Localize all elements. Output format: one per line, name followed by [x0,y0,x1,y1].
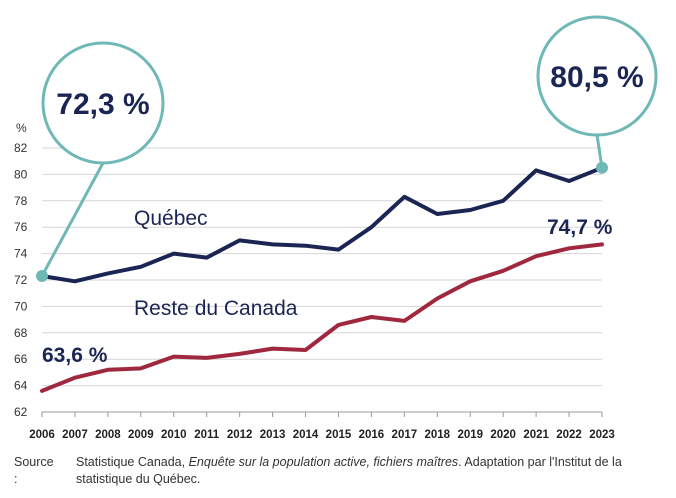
callouts: 72,3 % 80,5 % [36,15,658,283]
callout-label-start: 72,3 % [56,88,149,121]
x-axis-ticks: 2006 2007 2008 2009 2010 2011 2012 2013 2014 2015… [29,412,615,441]
callout-point-end [596,161,608,174]
y-tick-72: 72 [14,273,28,287]
callout-circle-start [41,41,165,165]
x-tick-2008: 2008 [95,429,121,441]
source-text-italic: Enquête sur la population active, fichie… [188,455,459,469]
callout-circle-end [536,15,658,137]
y-tick-74: 74 [14,247,28,261]
series-lines [40,165,604,393]
series-label-quebec: Québec [134,207,208,230]
y-tick-78: 78 [14,194,28,208]
data-label-rest-end: 74,7 % [547,216,613,239]
series-line-rest-canada [40,242,604,393]
x-tick-2017: 2017 [392,429,418,441]
data-label-rest-start: 63,6 % [42,344,108,367]
series-label-rest-canada: Reste du Canada [134,297,298,320]
x-tick-2007: 2007 [62,429,88,441]
x-tick-2013: 2013 [260,429,286,441]
callout-point-start [36,270,48,283]
y-axis-unit: % [16,121,27,135]
source-label: Source : [14,455,54,486]
source-text-plain: Statistique Canada, [76,455,189,469]
x-tick-2018: 2018 [424,429,450,441]
y-tick-76: 76 [14,220,28,234]
callout-label-end: 80,5 % [550,61,643,94]
x-tick-2009: 2009 [128,429,154,441]
x-tick-2023: 2023 [589,429,615,441]
y-tick-70: 70 [14,299,28,313]
x-tick-2006: 2006 [29,429,55,441]
x-tick-2012: 2012 [227,429,253,441]
x-tick-2010: 2010 [161,429,187,441]
y-tick-64: 64 [14,379,28,393]
y-axis-ticks: 62 64 66 68 70 72 74 76 78 80 82 [14,141,28,419]
callout-leader-start [40,162,105,277]
source-text-end: . Adaptation par l'Institut de la statis… [76,455,622,486]
y-tick-62: 62 [14,405,28,419]
x-tick-2020: 2020 [490,429,516,441]
source-text: Statistique Canada, Enquête sur la popul… [76,454,636,488]
y-tick-80: 80 [14,167,28,181]
x-tick-2016: 2016 [359,429,385,441]
y-tick-68: 68 [14,326,28,340]
x-tick-2022: 2022 [556,429,582,441]
x-tick-2014: 2014 [293,429,319,441]
y-tick-82: 82 [14,141,28,155]
x-tick-2011: 2011 [194,429,220,441]
series-line-quebec [40,165,604,284]
x-tick-2021: 2021 [523,429,549,441]
x-tick-2019: 2019 [457,429,483,441]
y-tick-66: 66 [14,352,28,366]
x-tick-2015: 2015 [326,429,352,441]
